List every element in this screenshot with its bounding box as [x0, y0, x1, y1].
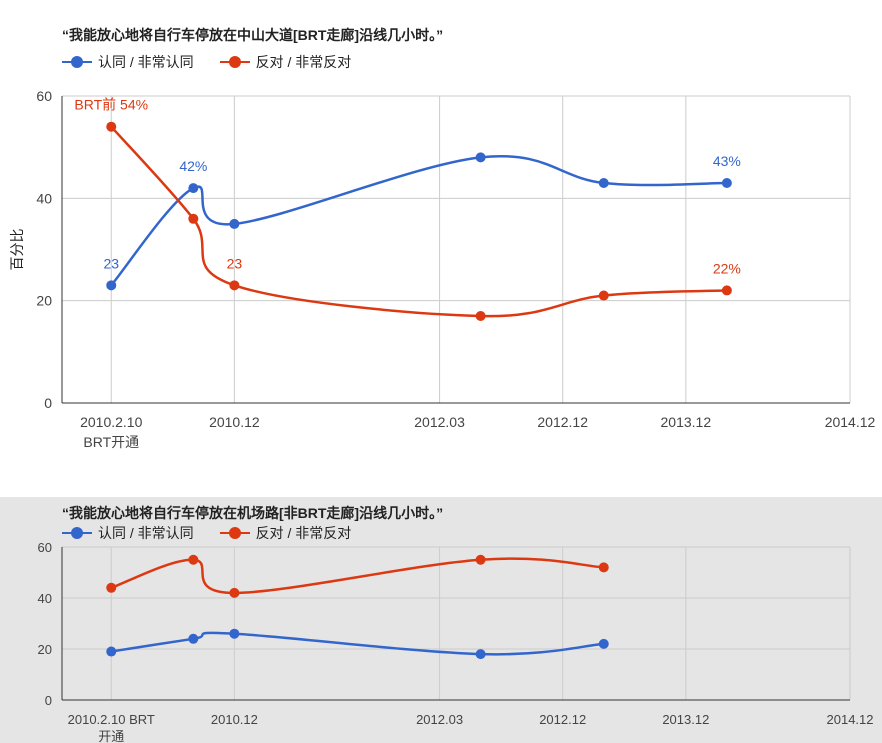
x-tick-label: 2010.2.10 [80, 414, 142, 430]
x-tick-label: BRT开通 [83, 434, 139, 450]
data-point [598, 290, 609, 301]
x-tick-label: 开通 [98, 729, 124, 743]
y-tick-label: 40 [38, 591, 52, 606]
x-tick-label: 2012.03 [414, 414, 465, 430]
legend-label-agree: 认同 / 非常认同 [98, 54, 194, 70]
data-label: 43% [713, 153, 741, 169]
chart-panel-airport: “我能放心地将自行车停放在机场路[非BRT走廊]沿线几小时。” 认同 / 非常认… [0, 497, 882, 743]
legend-item-agree: 认同 / 非常认同 [62, 52, 194, 72]
x-tick-label: 2012.12 [539, 712, 586, 727]
x-tick-label: 2012.12 [537, 414, 588, 430]
legend-label-oppose: 反对 / 非常反对 [255, 54, 352, 70]
line-chart-airport: 0 20 40 60 2010.2.10 BRT 开通 2010.12 2012.03 2012… [38, 540, 874, 743]
y-axis-title: 百分比 [9, 229, 25, 271]
data-point [598, 638, 609, 649]
legend-swatch-agree [62, 526, 92, 540]
data-point [188, 554, 199, 565]
data-point [229, 218, 240, 229]
data-point [475, 152, 486, 163]
legend-item-oppose: 反对 / 非常反对 [219, 523, 352, 543]
y-tick-label: 60 [38, 540, 52, 555]
chart-legend: 认同 / 非常认同 反对 / 非常反对 [62, 523, 373, 543]
x-tick-label: 2013.12 [662, 712, 709, 727]
data-label: BRT前 54% [74, 97, 148, 113]
chart-panel-zhongshan: “我能放心地将自行车停放在中山大道[BRT走廊]沿线几小时。” 认同 / 非常认… [9, 27, 876, 450]
x-tick-label: 2010.2.10 BRT [68, 712, 155, 727]
data-point [475, 649, 486, 660]
series-line [110, 155, 727, 287]
data-point [106, 646, 117, 657]
x-tick-label: 2014.12 [825, 414, 876, 430]
legend-swatch-oppose [219, 55, 250, 69]
series-line [111, 631, 604, 656]
chart-title: “我能放心地将自行车停放在机场路[非BRT走廊]沿线几小时。” [62, 505, 444, 521]
data-point [598, 562, 609, 573]
y-tick-label: 40 [36, 190, 52, 206]
chart-legend: 认同 / 非常认同 反对 / 非常反对 [62, 52, 373, 72]
x-tick-label: 2013.12 [661, 414, 712, 430]
y-tick-label: 60 [36, 88, 52, 104]
y-tick-label: 20 [36, 293, 52, 309]
data-point [229, 280, 240, 291]
data-point [475, 311, 486, 322]
y-tick-label: 0 [45, 693, 52, 708]
data-label: 22% [713, 260, 741, 276]
x-tick-label: 2014.12 [827, 712, 874, 727]
data-point [188, 183, 199, 194]
data-point [475, 554, 486, 565]
data-point [188, 633, 199, 644]
data-point [106, 121, 117, 132]
y-tick-label: 20 [38, 642, 52, 657]
y-tick-label: 0 [44, 395, 52, 411]
data-label: 23 [227, 255, 243, 271]
data-point [188, 213, 199, 224]
data-point [229, 628, 240, 639]
data-point [721, 285, 732, 296]
series-line [110, 557, 604, 595]
x-tick-label: 2010.12 [209, 414, 260, 430]
legend-swatch-oppose [219, 526, 250, 540]
data-point [721, 177, 732, 188]
legend-item-oppose: 反对 / 非常反对 [219, 52, 352, 72]
line-chart-zhongshan: 0 20 40 60 2010.2.10 BRT开通 2010.12 2012.03 2012.… [9, 88, 876, 450]
data-point [106, 280, 117, 291]
legend-swatch-agree [62, 55, 92, 69]
x-tick-label: 2012.03 [416, 712, 463, 727]
legend-label-agree: 认同 / 非常认同 [98, 525, 194, 541]
data-point [229, 587, 240, 598]
x-tick-label: 2010.12 [211, 712, 258, 727]
chart-title: “我能放心地将自行车停放在中山大道[BRT走廊]沿线几小时。” [62, 27, 444, 43]
data-point [598, 177, 609, 188]
data-point [106, 582, 117, 593]
data-label: 23 [103, 255, 119, 271]
legend-item-agree: 认同 / 非常认同 [62, 523, 194, 543]
series-line [110, 125, 727, 318]
data-label: 42% [179, 158, 207, 174]
legend-label-oppose: 反对 / 非常反对 [255, 525, 352, 541]
